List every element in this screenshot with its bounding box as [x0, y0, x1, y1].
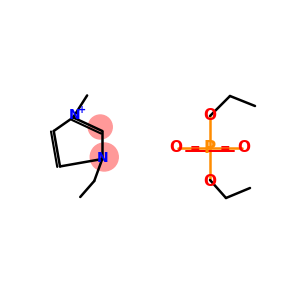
- Text: =: =: [190, 142, 200, 154]
- Circle shape: [90, 143, 118, 171]
- Text: O: O: [238, 140, 250, 155]
- Text: O: O: [203, 107, 217, 122]
- Text: N: N: [68, 108, 80, 122]
- Text: +: +: [78, 105, 86, 116]
- Circle shape: [88, 115, 112, 139]
- Text: O: O: [169, 140, 182, 155]
- Text: P: P: [204, 139, 216, 157]
- Text: N: N: [96, 151, 108, 165]
- Text: O: O: [203, 173, 217, 188]
- Text: =: =: [220, 142, 230, 154]
